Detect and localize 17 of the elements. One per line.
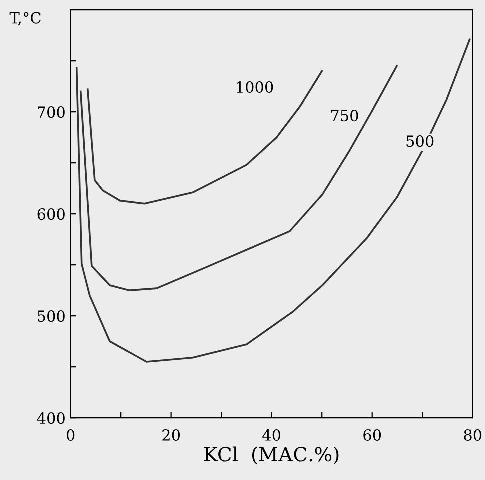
y-tick-label: 400 bbox=[37, 412, 65, 424]
line-series bbox=[86, 70, 324, 205]
series-label: 1000 bbox=[237, 81, 274, 94]
x-tick-label: 40 bbox=[262, 429, 281, 442]
y-axis-title: T,°C bbox=[10, 12, 41, 26]
line-series bbox=[76, 38, 471, 363]
x-tick-label: 60 bbox=[364, 429, 382, 442]
x-tick-label: 0 bbox=[66, 429, 75, 442]
y-tick-label: 600 bbox=[38, 208, 65, 220]
y-tick-label: 700 bbox=[38, 106, 65, 118]
y-tick-label: 500 bbox=[38, 310, 65, 322]
series-label: 500 bbox=[406, 136, 434, 148]
x-tick-label: 20 bbox=[162, 429, 180, 442]
series-label: 750 bbox=[331, 110, 358, 122]
x-axis-title: KCl (МАС.%) bbox=[204, 446, 339, 465]
line-series bbox=[80, 65, 398, 292]
x-tick-label: 80 bbox=[464, 429, 482, 442]
